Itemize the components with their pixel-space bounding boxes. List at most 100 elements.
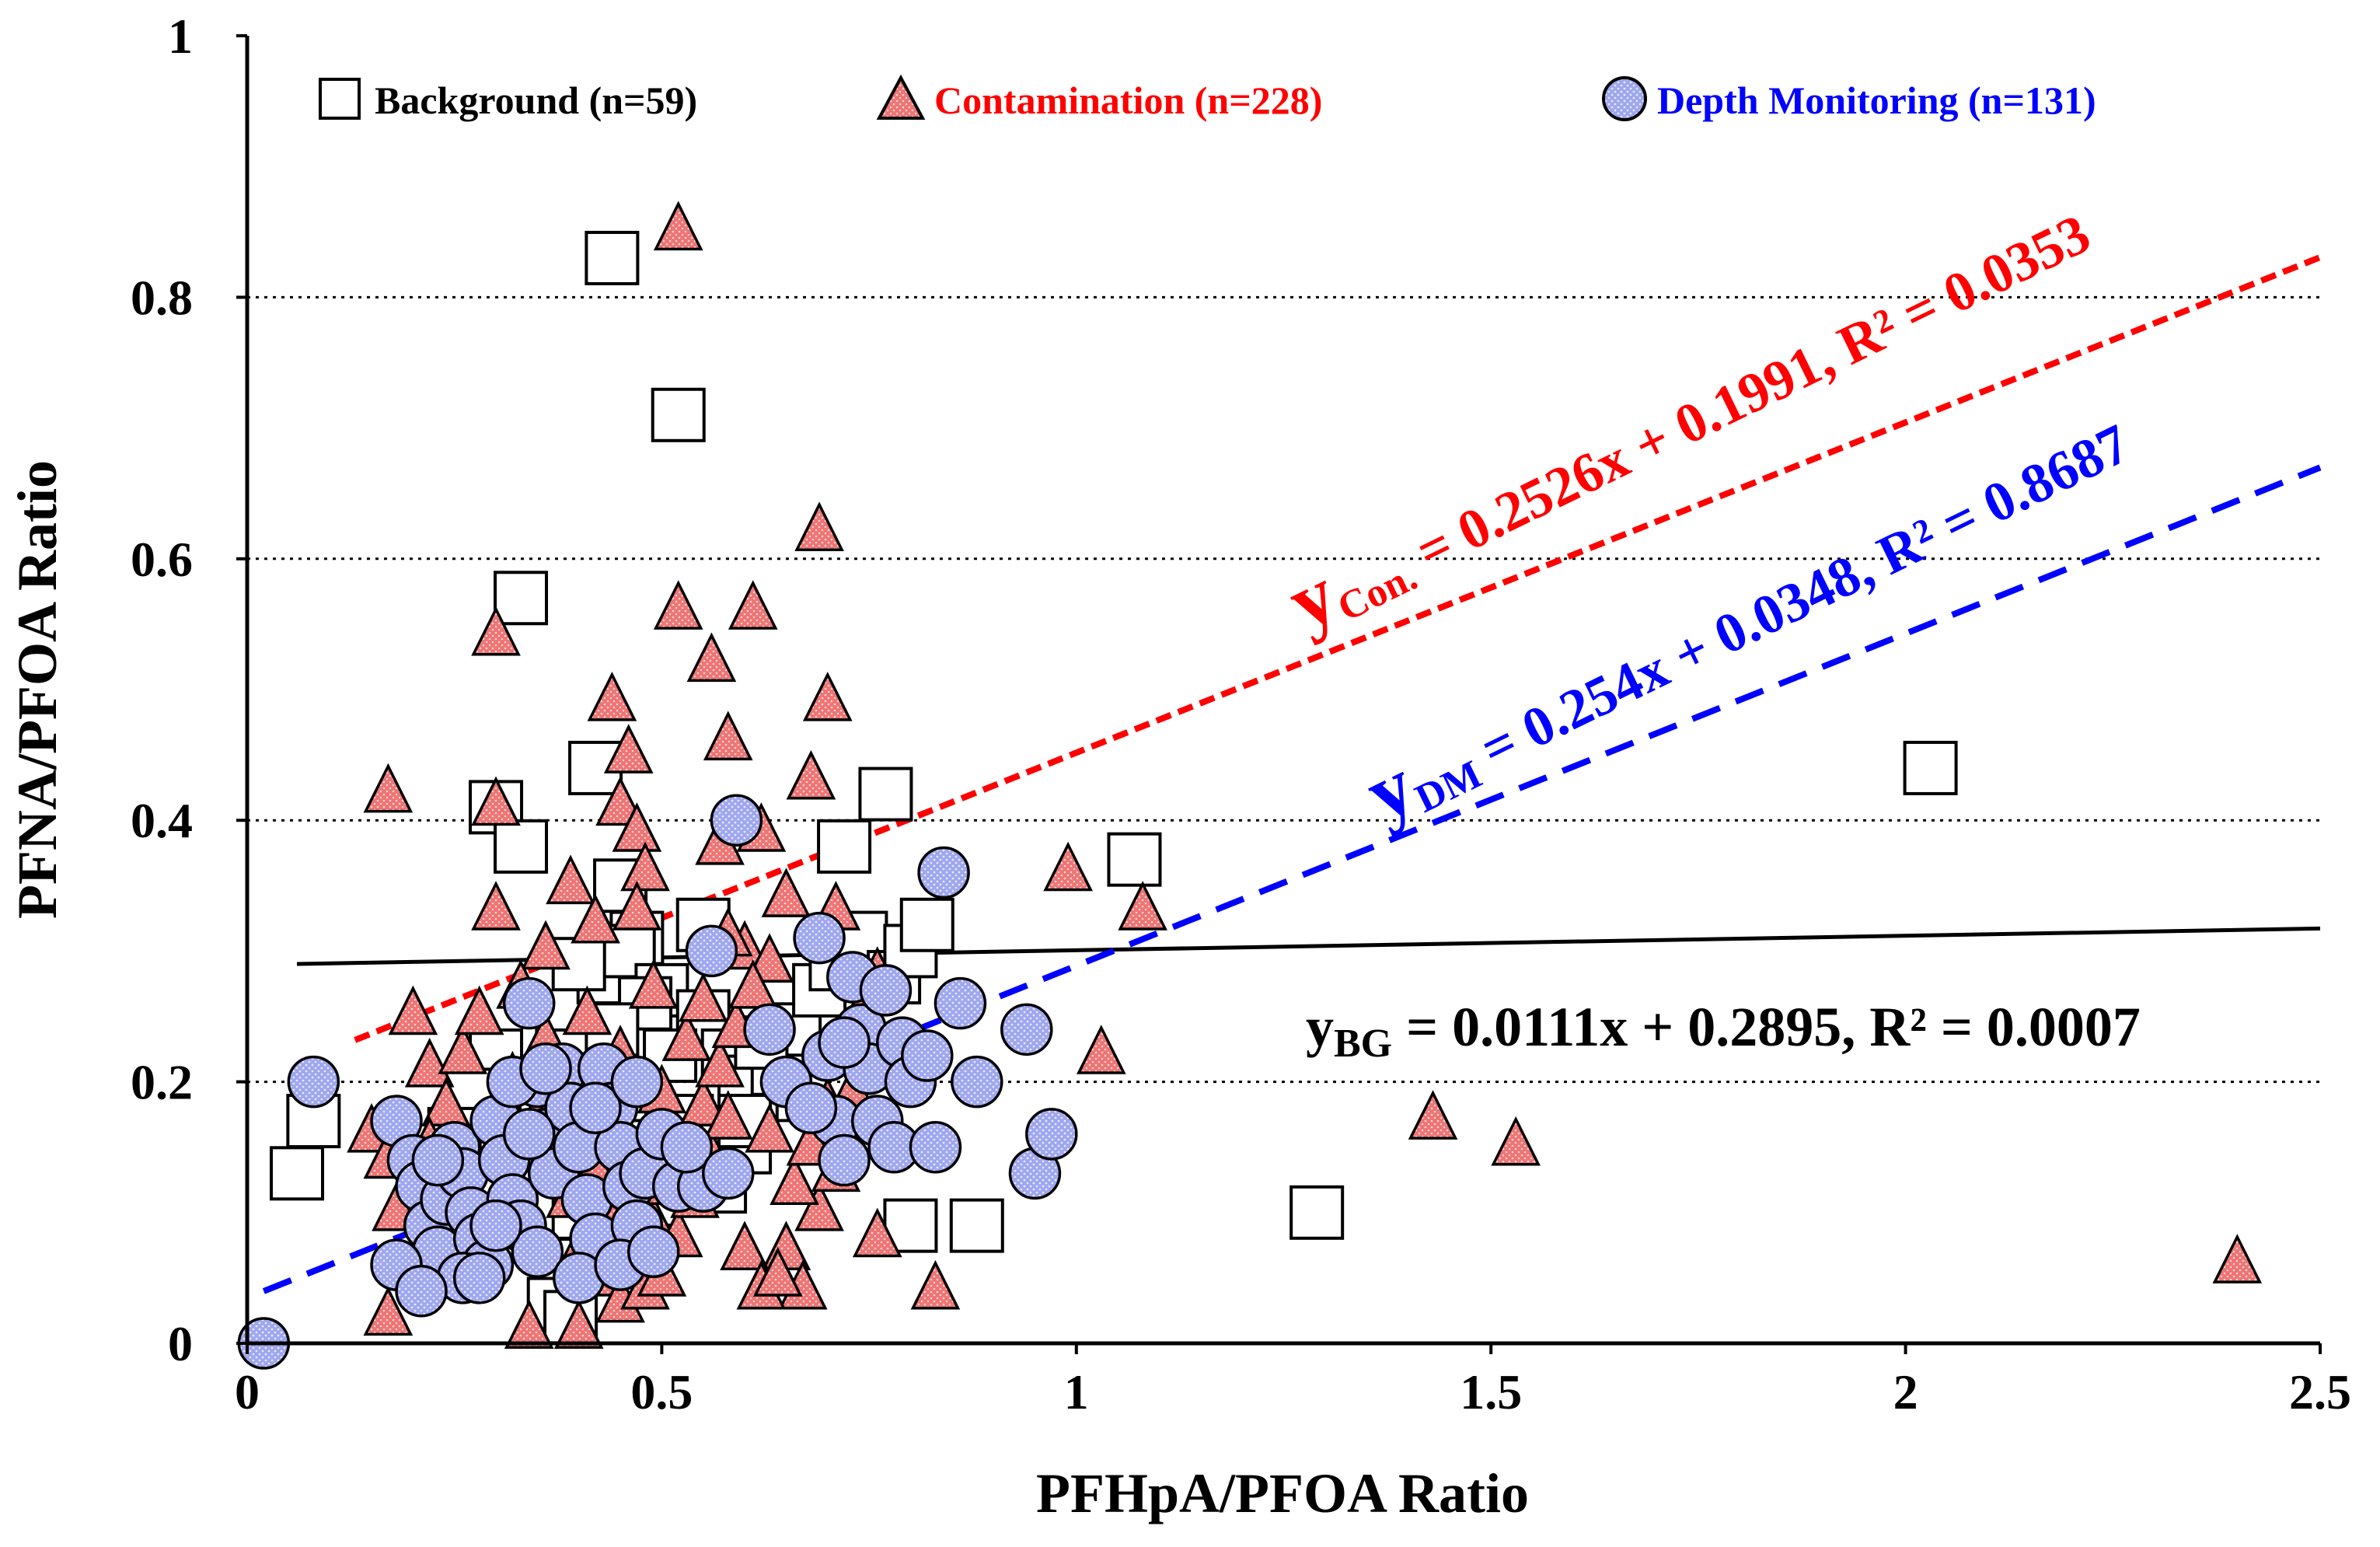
point-contamination bbox=[454, 985, 504, 1035]
point-contamination bbox=[852, 1207, 902, 1258]
point-contamination bbox=[661, 1011, 712, 1061]
legend-label-depth-monitoring: Depth Monitoring (n=131) bbox=[1657, 79, 2096, 122]
depth-monitoring-points bbox=[237, 794, 1078, 1370]
point-contamination bbox=[752, 1247, 803, 1297]
point-contamination bbox=[628, 959, 679, 1009]
point-contamination bbox=[571, 893, 620, 944]
point-contamination bbox=[1043, 841, 1093, 892]
point-depth-monitoring bbox=[701, 1147, 755, 1200]
point-depth-monitoring bbox=[411, 1133, 465, 1187]
point-contamination bbox=[745, 1103, 794, 1153]
point-background bbox=[585, 230, 640, 285]
point-depth-monitoring bbox=[395, 1264, 448, 1318]
y-tick-label: 0 bbox=[168, 1316, 193, 1371]
point-contamination bbox=[612, 881, 662, 931]
point-background bbox=[899, 897, 954, 952]
x-tick-label: 1 bbox=[1064, 1364, 1089, 1420]
point-contamination bbox=[612, 802, 662, 852]
point-background bbox=[494, 571, 549, 626]
point-contamination bbox=[728, 580, 778, 630]
point-contamination bbox=[695, 1037, 745, 1088]
y-axis-title: PFNA/PFOA Ratio bbox=[6, 460, 68, 919]
point-depth-monitoring bbox=[710, 794, 763, 847]
point-depth-monitoring bbox=[569, 1081, 622, 1134]
point-contamination bbox=[1491, 1116, 1541, 1166]
point-background bbox=[949, 1198, 1004, 1253]
point-contamination bbox=[620, 841, 670, 892]
point-depth-monitoring bbox=[502, 976, 556, 1030]
point-contamination bbox=[363, 763, 414, 813]
legend-label-contamination: Contamination (n=228) bbox=[934, 79, 1322, 122]
point-depth-monitoring bbox=[784, 1081, 838, 1134]
point-contamination bbox=[728, 959, 778, 1009]
point-depth-monitoring bbox=[287, 1055, 340, 1109]
point-contamination bbox=[794, 501, 844, 551]
point-contamination bbox=[761, 868, 811, 917]
point-contamination bbox=[802, 671, 853, 721]
x-tick-label: 0 bbox=[235, 1364, 260, 1420]
point-contamination bbox=[769, 1155, 819, 1205]
point-contamination bbox=[1408, 1090, 1458, 1140]
point-background bbox=[651, 387, 706, 442]
point-contamination bbox=[546, 854, 595, 905]
point-contamination bbox=[786, 749, 836, 800]
point-contamination bbox=[471, 776, 521, 826]
point-depth-monitoring bbox=[901, 1029, 954, 1082]
point-depth-monitoring bbox=[610, 1055, 664, 1109]
point-contamination bbox=[1076, 1025, 1126, 1074]
y-tick-label: 1 bbox=[168, 9, 193, 64]
legend: Background (n=59) Contamination (n=228) … bbox=[319, 74, 2096, 122]
point-contamination bbox=[504, 1299, 554, 1349]
point-depth-monitoring bbox=[469, 1199, 522, 1252]
point-depth-monitoring bbox=[685, 924, 738, 978]
axis-ticks: 0 0.5 1 1.5 2 2.5 0 0.2 0.4 0.6 0.8 1 bbox=[131, 9, 2351, 1420]
point-background bbox=[286, 1094, 341, 1149]
point-background bbox=[1107, 832, 1162, 887]
point-background bbox=[858, 767, 913, 822]
point-background bbox=[1289, 1185, 1345, 1240]
point-contamination bbox=[678, 1077, 728, 1127]
gridlines bbox=[247, 295, 2320, 1084]
y-tick-label: 0.2 bbox=[131, 1055, 193, 1110]
x-tick-label: 1.5 bbox=[1460, 1364, 1522, 1420]
y-tick-label: 0.8 bbox=[131, 270, 193, 325]
point-background bbox=[817, 819, 872, 874]
point-depth-monitoring bbox=[909, 1120, 962, 1174]
point-depth-monitoring bbox=[951, 1055, 1003, 1109]
y-tick-label: 0.6 bbox=[131, 532, 193, 587]
point-contamination bbox=[587, 671, 637, 721]
point-contamination bbox=[471, 606, 521, 656]
x-tick-label: 0.5 bbox=[630, 1364, 693, 1420]
point-background bbox=[1903, 740, 1958, 795]
point-depth-monitoring bbox=[1000, 1003, 1053, 1056]
legend-marker-contamination bbox=[876, 74, 926, 120]
point-contamination bbox=[363, 1286, 414, 1336]
point-contamination bbox=[404, 1037, 455, 1088]
y-tick-label: 0.4 bbox=[131, 793, 193, 848]
point-contamination bbox=[703, 1090, 753, 1140]
point-contamination bbox=[471, 881, 521, 931]
legend-label-background: Background (n=59) bbox=[375, 79, 697, 122]
point-depth-monitoring bbox=[660, 1120, 714, 1174]
point-depth-monitoring bbox=[452, 1252, 506, 1304]
point-contamination bbox=[910, 1259, 961, 1310]
point-background bbox=[494, 819, 549, 874]
point-depth-monitoring bbox=[793, 911, 846, 965]
point-depth-monitoring bbox=[1025, 1108, 1078, 1161]
point-depth-monitoring bbox=[934, 976, 987, 1030]
point-contamination bbox=[653, 580, 703, 630]
equation-contamination: yCon. = 0.2526x + 0.1991, R² = 0.0353 bbox=[1275, 183, 2103, 648]
point-depth-monitoring bbox=[818, 1133, 871, 1187]
point-contamination bbox=[438, 1025, 488, 1074]
point-depth-monitoring bbox=[818, 1016, 871, 1069]
point-contamination bbox=[603, 724, 654, 774]
equation-bg: yBG = 0.0111x + 0.2895, R² = 0.0007 bbox=[1306, 996, 2141, 1066]
point-contamination bbox=[794, 1181, 844, 1231]
point-depth-monitoring bbox=[519, 1042, 572, 1095]
point-contamination bbox=[678, 972, 728, 1022]
point-contamination bbox=[521, 920, 571, 970]
x-tick-label: 2 bbox=[1893, 1364, 1918, 1420]
equation-depth-monitoring: yDM = 0.254x + 0.0348, R² = 0.8687 bbox=[1352, 393, 2142, 840]
point-contamination bbox=[720, 1220, 769, 1271]
